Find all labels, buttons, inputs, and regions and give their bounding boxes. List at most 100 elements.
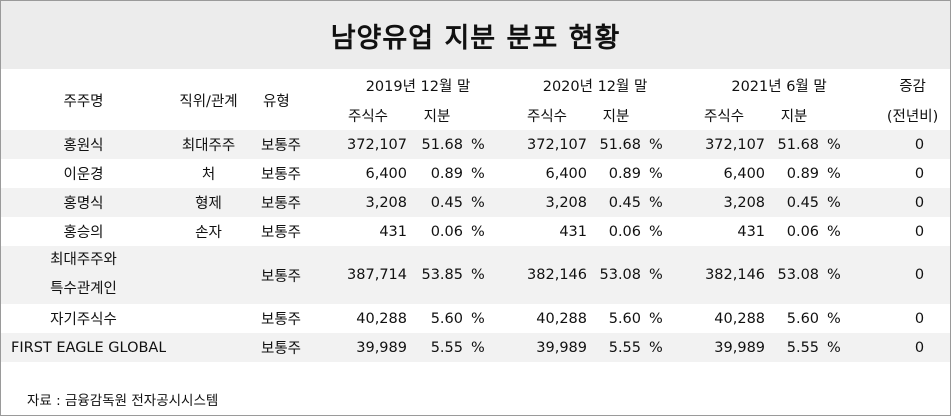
cell-shares-2019: 431 bbox=[379, 223, 407, 240]
cell-stake-2019: 5.55 bbox=[411, 333, 463, 362]
cell-shares-2021: 3,208 bbox=[683, 188, 770, 217]
cell-name: 최대주주와 특수관계인 bbox=[1, 246, 166, 304]
cell-pct-unit: % bbox=[649, 310, 663, 327]
cell-pct-unit: % bbox=[471, 310, 485, 327]
header-row-2: 주식수 지분 주식수 지분 주식수 지분 (전년비) bbox=[1, 100, 950, 130]
cell-name: 이운경 bbox=[63, 167, 104, 183]
cell-relation: 최대주주 bbox=[166, 130, 251, 159]
cell-pct-unit: % bbox=[463, 333, 508, 362]
cell-stake-2019: 0.06 bbox=[430, 223, 463, 240]
cell-pct-unit: % bbox=[641, 188, 684, 217]
cell-shares-2020: 431 bbox=[559, 223, 588, 240]
cell-change: 0 bbox=[914, 223, 925, 240]
cell-pct-unit: % bbox=[819, 188, 876, 217]
cell-pct-unit: % bbox=[827, 223, 841, 240]
cell-pct-unit: % bbox=[819, 333, 876, 362]
cell-type: 보통주 bbox=[261, 167, 302, 183]
cell-stake-2021: 5.55 bbox=[769, 333, 820, 362]
cell-pct-unit: % bbox=[819, 246, 876, 304]
cell-name-line1: 최대주주와 bbox=[50, 252, 117, 268]
cell-shares-2019: 6,400 bbox=[365, 165, 407, 182]
header-period-2019: 2019년 12월 말 bbox=[365, 78, 471, 95]
subheader-shares-1: 주식수 bbox=[347, 108, 389, 125]
cell-stake-2020: 5.60 bbox=[608, 310, 642, 327]
header-period-2020: 2020년 12월 말 bbox=[542, 78, 648, 95]
cell-shares-2020: 382,146 bbox=[507, 246, 592, 304]
cell-pct-unit: % bbox=[463, 130, 508, 159]
table-row: 이운경 처 보통주 6,400 0.89 % 6,400 0.89 % 6,40… bbox=[1, 159, 950, 188]
cell-stake-2021: 0.45 bbox=[769, 188, 820, 217]
cell-shares-2021: 39,989 bbox=[683, 333, 770, 362]
subheader-stake-2: 지분 bbox=[602, 108, 630, 125]
cell-pct-unit: % bbox=[641, 130, 684, 159]
cell-pct-unit: % bbox=[827, 310, 841, 327]
cell-pct-unit: % bbox=[827, 165, 841, 182]
source-note: 자료 : 금융감독원 전자공시시스템 bbox=[27, 393, 219, 409]
cell-change: 0 bbox=[914, 310, 925, 327]
cell-type: 보통주 bbox=[251, 130, 329, 159]
cell-shares-2019: 3,208 bbox=[329, 188, 411, 217]
cell-stake-2019: 0.45 bbox=[411, 188, 463, 217]
table-row: FIRST EAGLE GLOBAL 보통주 39,989 5.55 % 39,… bbox=[1, 333, 951, 362]
cell-stake-2020: 0.06 bbox=[608, 223, 642, 240]
cell-change: 0 bbox=[875, 188, 951, 217]
cell-shares-2021: 372,107 bbox=[683, 130, 770, 159]
cell-shares-2019: 387,714 bbox=[329, 246, 411, 304]
cell-name: 홍승의 bbox=[63, 225, 104, 241]
cell-type: 보통주 bbox=[251, 246, 329, 304]
cell-shares-2019: 372,107 bbox=[329, 130, 411, 159]
header-row-1: 주주명 직위/관계 유형 2019년 12월 말 2020년 12월 말 202… bbox=[1, 70, 950, 110]
cell-stake-2021: 0.06 bbox=[786, 223, 820, 240]
cell-shares-2020: 39,989 bbox=[507, 333, 592, 362]
cell-stake-2019: 0.89 bbox=[430, 165, 463, 182]
cell-pct-unit: % bbox=[471, 165, 485, 182]
cell-name: FIRST EAGLE GLOBAL bbox=[1, 333, 166, 362]
cell-pct-unit: % bbox=[819, 130, 876, 159]
cell-change: 0 bbox=[914, 165, 925, 182]
cell-relation bbox=[166, 333, 251, 362]
cell-name-line2: 특수관계인 bbox=[50, 281, 117, 297]
cell-stake-2021: 51.68 bbox=[769, 130, 820, 159]
shareholding-table: 주주명 직위/관계 유형 2019년 12월 말 2020년 12월 말 202… bbox=[1, 70, 951, 362]
cell-pct-unit: % bbox=[649, 165, 663, 182]
cell-shares-2020: 40,288 bbox=[536, 310, 588, 327]
header-relation: 직위/관계 bbox=[179, 93, 238, 110]
cell-name: 홍원식 bbox=[1, 130, 166, 159]
cell-shares-2019: 39,989 bbox=[329, 333, 411, 362]
cell-stake-2021: 0.89 bbox=[786, 165, 820, 182]
cell-stake-2020: 53.08 bbox=[591, 246, 642, 304]
cell-stake-2021: 5.60 bbox=[786, 310, 820, 327]
header-shareholder: 주주명 bbox=[63, 93, 104, 110]
subheader-stake-1: 지분 bbox=[423, 108, 451, 125]
cell-name: 홍명식 bbox=[1, 188, 166, 217]
cell-pct-unit: % bbox=[641, 246, 684, 304]
header-change: 증감 bbox=[899, 78, 926, 95]
cell-shares-2021: 40,288 bbox=[714, 310, 766, 327]
cell-type: 보통주 bbox=[261, 225, 302, 241]
table-row: 홍원식 최대주주 보통주 372,107 51.68 % 372,107 51.… bbox=[1, 130, 951, 159]
cell-stake-2020: 51.68 bbox=[591, 130, 642, 159]
cell-stake-2021: 53.08 bbox=[769, 246, 820, 304]
cell-stake-2020: 0.45 bbox=[591, 188, 642, 217]
header-change-sub: (전년비) bbox=[886, 108, 939, 125]
cell-shares-2020: 3,208 bbox=[507, 188, 592, 217]
cell-shares-2021: 431 bbox=[737, 223, 766, 240]
cell-stake-2020: 0.89 bbox=[608, 165, 642, 182]
cell-shares-2021: 6,400 bbox=[723, 165, 766, 182]
cell-stake-2019: 53.85 bbox=[411, 246, 463, 304]
cell-change: 0 bbox=[875, 246, 951, 304]
cell-stake-2019: 51.68 bbox=[411, 130, 463, 159]
cell-pct-unit: % bbox=[649, 223, 663, 240]
cell-relation: 처 bbox=[201, 167, 216, 183]
title-band: 남양유업 지분 분포 현황 bbox=[1, 1, 950, 69]
cell-relation: 손자 bbox=[195, 225, 222, 241]
cell-type: 보통주 bbox=[251, 188, 329, 217]
header-period-2021: 2021년 6월 말 bbox=[731, 78, 827, 95]
cell-stake-2020: 5.55 bbox=[591, 333, 642, 362]
cell-stake-2019: 5.60 bbox=[430, 310, 463, 327]
cell-change: 0 bbox=[875, 130, 951, 159]
table-row: 홍승의 손자 보통주 431 0.06 % 431 0.06 % 431 0.0… bbox=[1, 217, 950, 246]
cell-relation: 형제 bbox=[166, 188, 251, 217]
cell-shares-2020: 6,400 bbox=[545, 165, 588, 182]
header-type: 유형 bbox=[263, 93, 290, 110]
